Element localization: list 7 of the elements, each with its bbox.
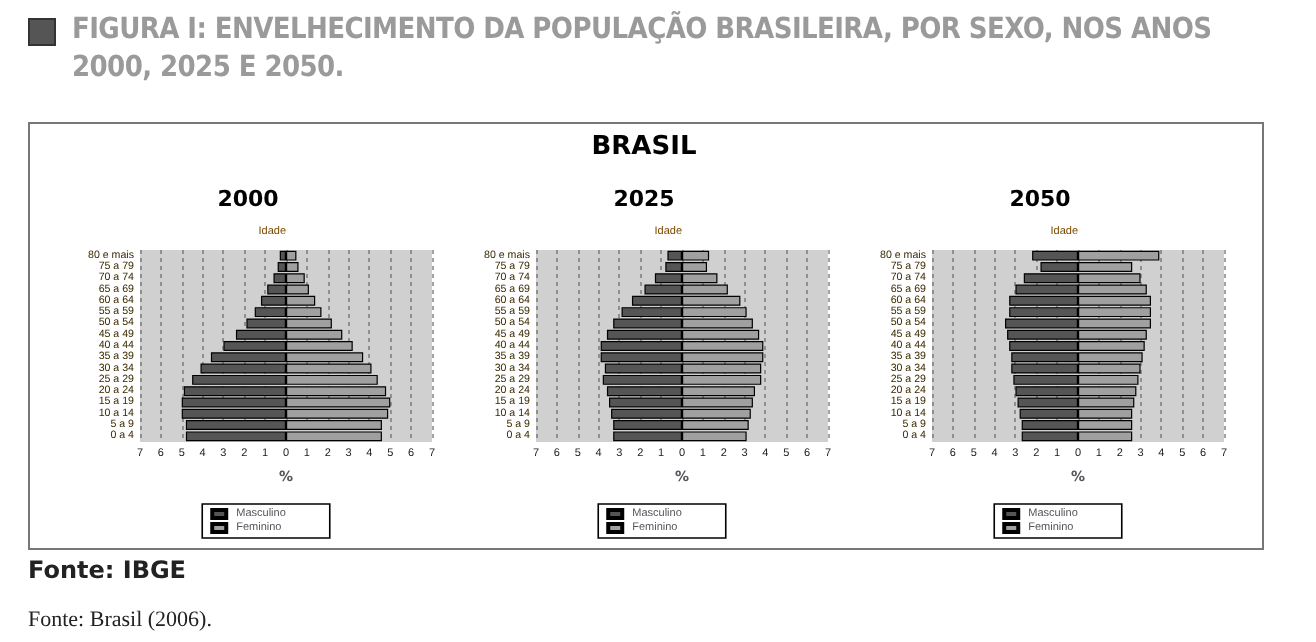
chart-title: 2025	[613, 186, 675, 212]
source-note: Fonte: Brasil (2006).	[28, 608, 212, 632]
text: FIGURA I: ENVELHECIMENTO DA POPULAÇÃO BRASILEIRA, POR SEXO, NOS ANOS 2000, 2025 E 2050.	[72, 12, 1214, 88]
text: BRASIL	[589, 132, 699, 162]
chart-title: 2050	[1009, 186, 1072, 212]
source-note: Fonte: IBGE	[28, 556, 187, 584]
chart-title: 2000	[217, 186, 280, 212]
